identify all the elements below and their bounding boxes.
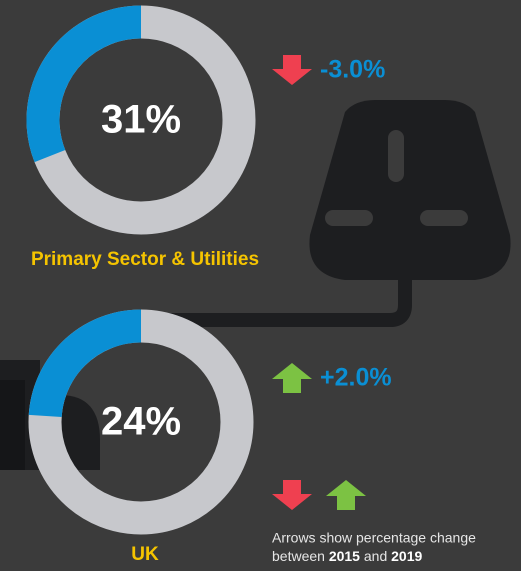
legend-note-part: 2015: [329, 548, 360, 564]
legend-note-part: 2019: [391, 548, 422, 564]
change-arrow: [272, 363, 312, 393]
donut-title: UK: [131, 544, 159, 565]
legend-note-part: between: [272, 548, 325, 564]
donut-title: Primary Sector & Utilities: [31, 249, 259, 270]
donut-segment: [26, 5, 142, 163]
legend-note-part: and: [364, 548, 387, 564]
plug-illustration: [0, 100, 511, 470]
change-label: -3.0%: [320, 56, 385, 84]
donut-segment: [28, 309, 142, 418]
legend-note: between 2015 and 2019: [272, 548, 422, 564]
legend-arrow-down: [272, 480, 312, 510]
change-arrow: [272, 55, 312, 85]
donut-value: 24%: [101, 400, 181, 444]
legend-arrow-up: [326, 480, 366, 510]
legend-note: Arrows show percentage change: [272, 530, 476, 546]
donut-value: 31%: [101, 98, 181, 142]
change-label: +2.0%: [320, 364, 392, 392]
